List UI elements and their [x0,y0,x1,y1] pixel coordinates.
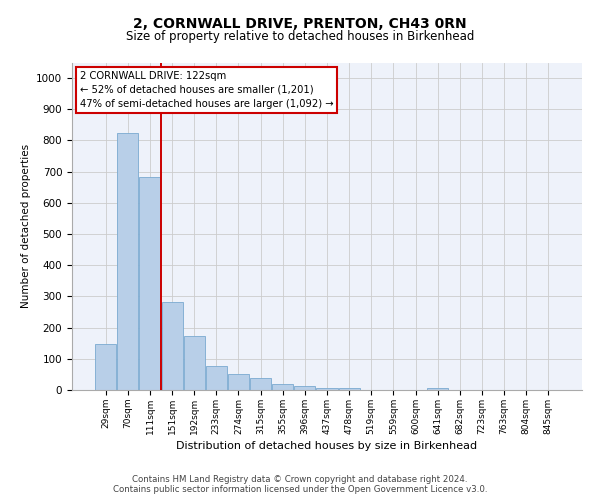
Bar [161,302,182,390]
Bar [272,384,293,390]
Bar [184,336,205,390]
Bar [250,378,271,390]
Bar [118,132,139,390]
Bar [95,344,116,390]
Text: 2, CORNWALL DRIVE, PRENTON, CH43 0RN: 2, CORNWALL DRIVE, PRENTON, CH43 0RN [133,18,467,32]
X-axis label: Distribution of detached houses by size in Birkenhead: Distribution of detached houses by size … [176,441,478,451]
Text: Contains HM Land Registry data © Crown copyright and database right 2024.
Contai: Contains HM Land Registry data © Crown c… [113,474,487,494]
Bar [427,388,448,390]
Bar [139,177,160,390]
Bar [295,386,316,390]
Bar [338,388,359,390]
Y-axis label: Number of detached properties: Number of detached properties [20,144,31,308]
Text: 2 CORNWALL DRIVE: 122sqm
← 52% of detached houses are smaller (1,201)
47% of sem: 2 CORNWALL DRIVE: 122sqm ← 52% of detach… [80,70,333,108]
Bar [228,374,249,390]
Bar [316,388,338,390]
Text: Size of property relative to detached houses in Birkenhead: Size of property relative to detached ho… [126,30,474,43]
Bar [206,366,227,390]
